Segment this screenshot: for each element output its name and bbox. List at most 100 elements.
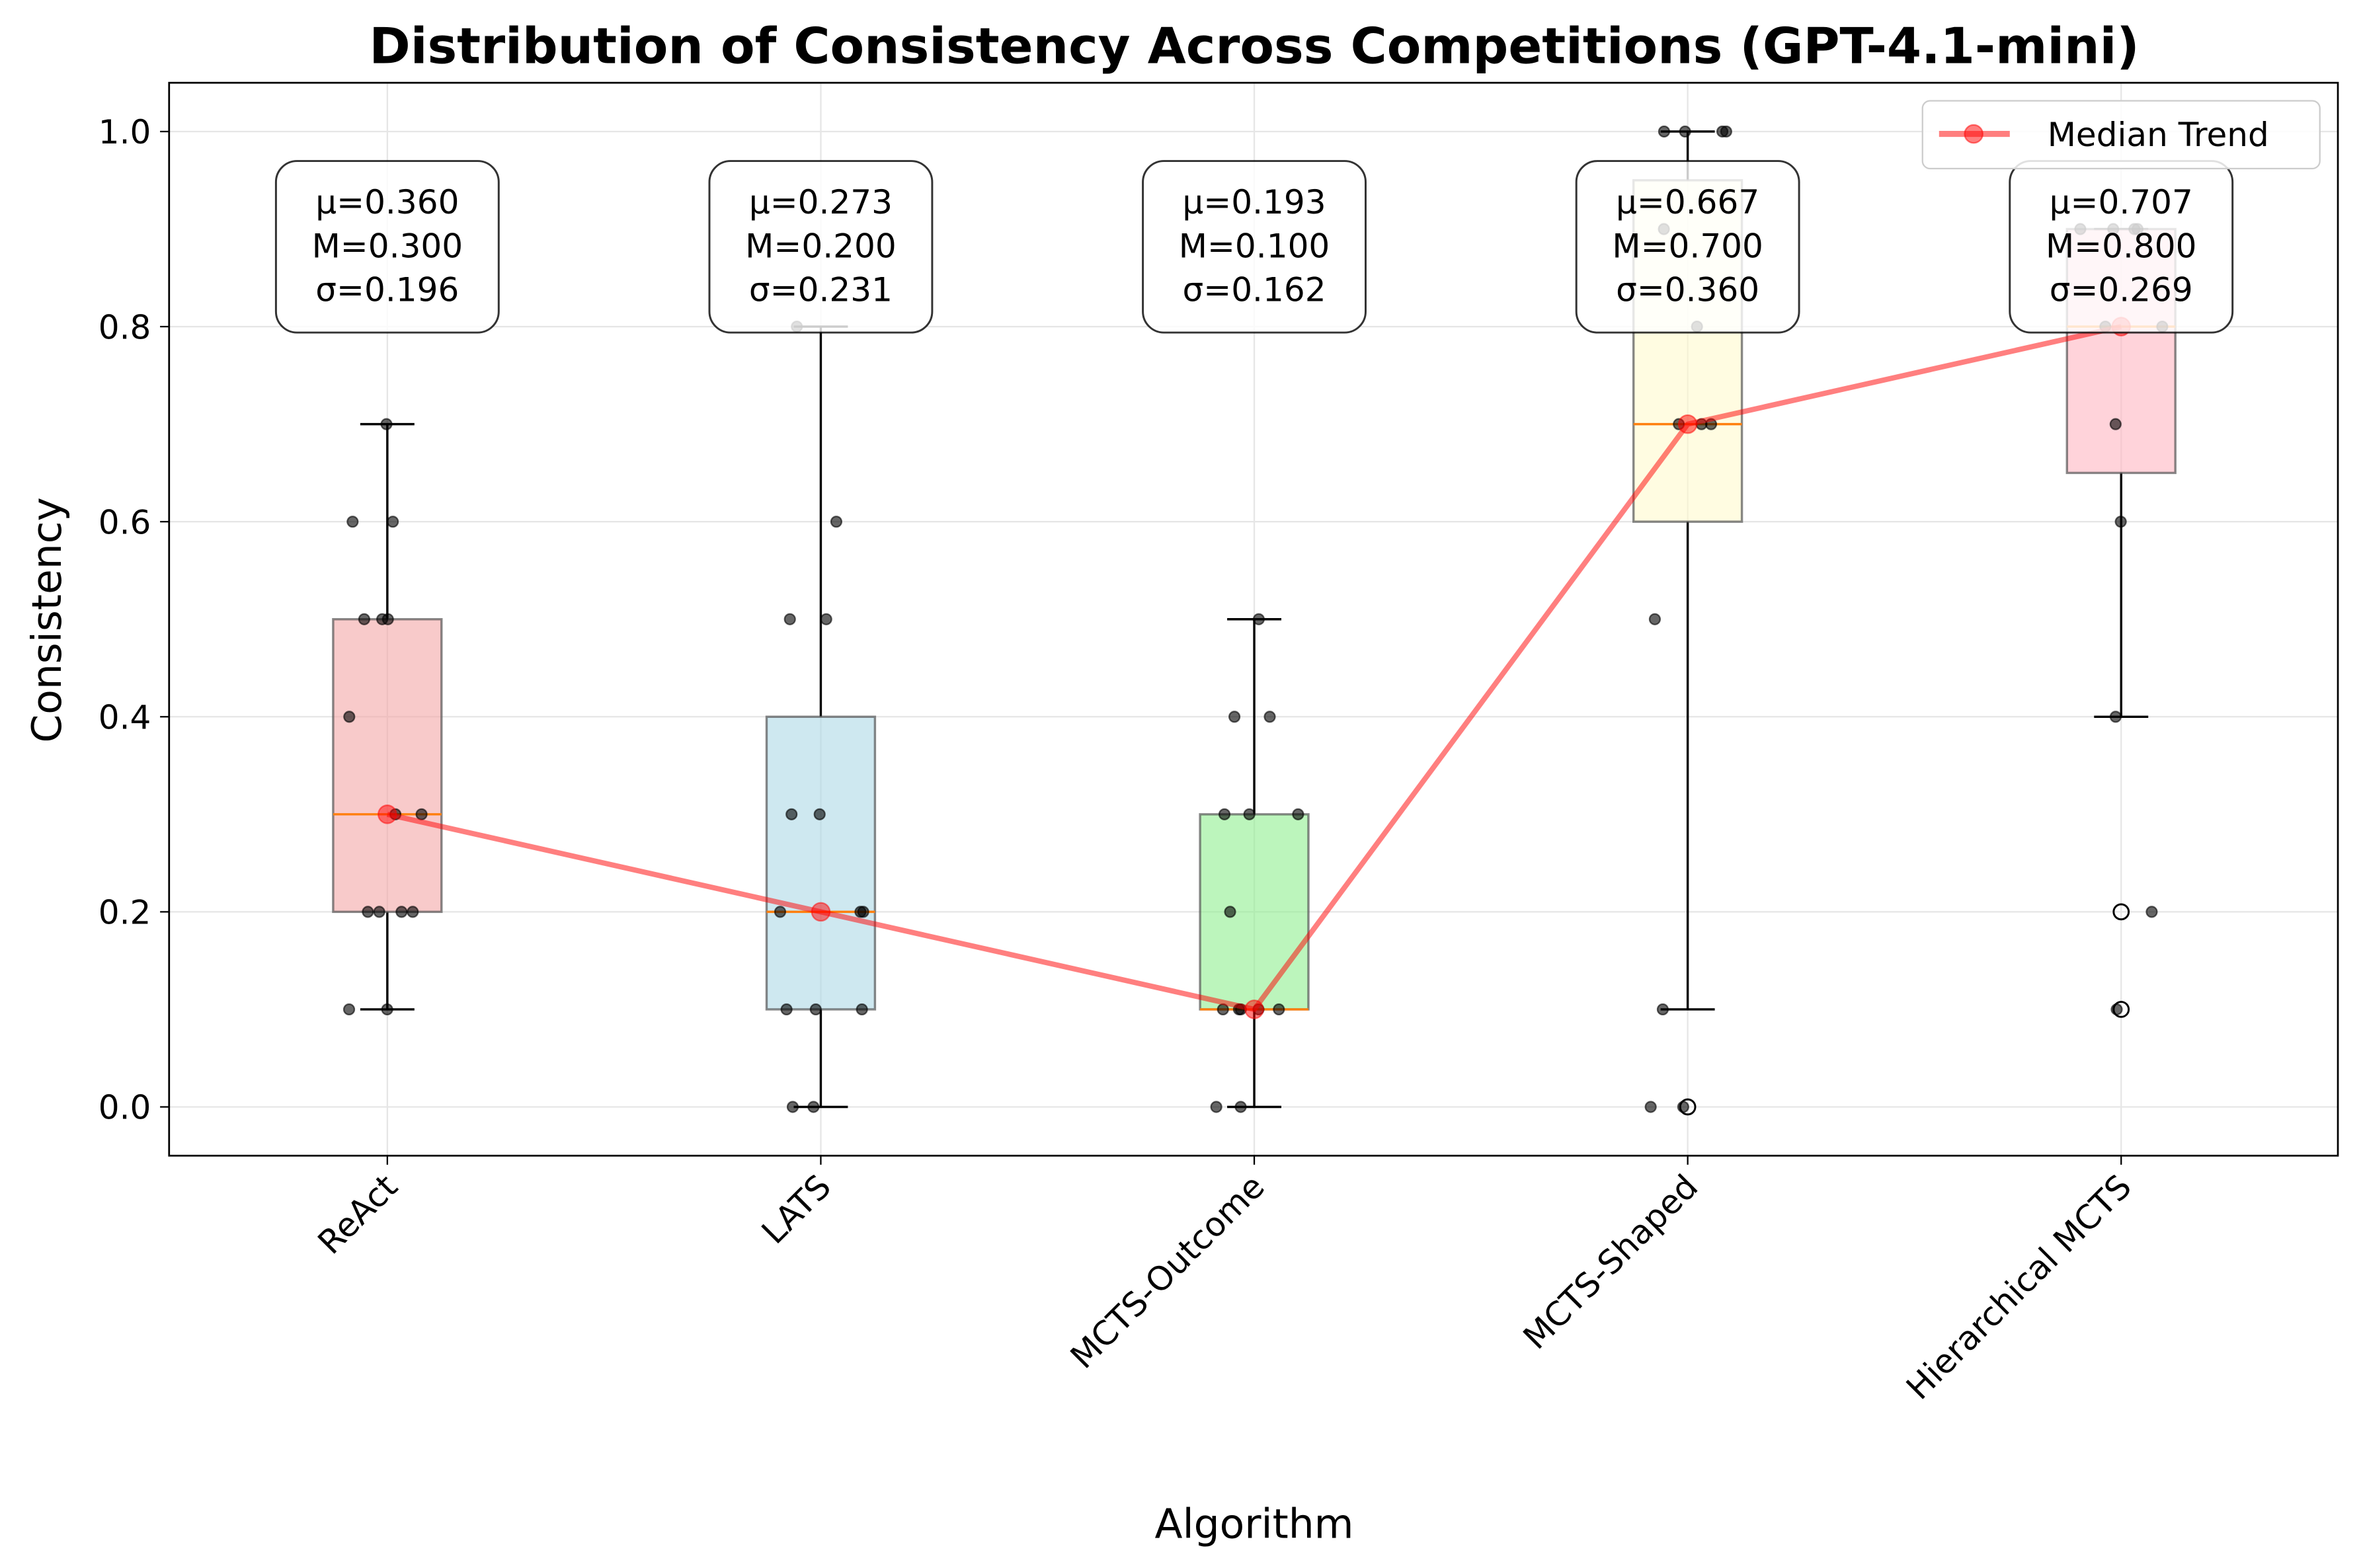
data-point — [1218, 808, 1231, 820]
data-point — [1234, 1101, 1247, 1113]
data-point — [1224, 906, 1236, 918]
data-point — [362, 906, 374, 918]
x-tick-label: MCTS-Shaped — [1516, 1167, 1706, 1357]
box — [1199, 813, 1310, 1011]
stat-box-frame — [708, 160, 934, 334]
data-point — [807, 1101, 820, 1113]
data-point — [820, 613, 832, 625]
stat-box: μ=0.707 M=0.800 σ=0.269 — [2009, 160, 2234, 334]
box — [765, 715, 877, 1011]
stat-std: σ=0.196 — [315, 270, 459, 309]
stat-box: μ=0.360 M=0.300 σ=0.196 — [274, 160, 500, 334]
data-point — [1263, 711, 1276, 723]
flier — [2112, 903, 2130, 921]
data-point — [1243, 808, 1256, 820]
data-point — [1644, 1101, 1657, 1113]
data-point — [1677, 1101, 1689, 1113]
y-tick-label: 1.0 — [99, 113, 151, 151]
data-point — [774, 906, 787, 918]
data-point — [381, 1003, 393, 1016]
data-point — [785, 808, 798, 820]
stat-std: σ=0.360 — [1616, 270, 1759, 309]
stat-std: σ=0.231 — [749, 270, 893, 309]
x-axis-label: Algorithm — [1155, 1501, 1354, 1548]
data-point — [373, 906, 385, 918]
data-point — [415, 808, 428, 820]
stat-box-frame — [274, 160, 500, 334]
data-point — [407, 906, 419, 918]
stat-median: M=0.800 — [2046, 227, 2197, 265]
stat-mean: μ=0.273 — [749, 183, 893, 221]
x-axis: ReAct LATS MCTS-Outcome MCTS-Shaped Hierarch… — [311, 1156, 2139, 1407]
data-point — [1252, 613, 1265, 625]
x-tick-label: MCTS-Outcome — [1063, 1167, 1272, 1376]
y-tick-label: 0.6 — [99, 503, 151, 541]
data-point — [358, 613, 370, 625]
data-point — [381, 613, 394, 625]
median-trend-marker — [1677, 414, 1698, 434]
data-point — [2114, 516, 2127, 528]
y-tick-label: 0.4 — [99, 698, 151, 736]
y-axis-label: Consistency — [24, 497, 71, 743]
data-point — [1273, 1003, 1285, 1016]
data-point — [1658, 125, 1671, 138]
data-point — [387, 516, 399, 528]
stat-box: μ=0.273 M=0.200 σ=0.231 — [708, 160, 934, 334]
data-points — [342, 125, 2169, 1113]
median-trend-marker — [378, 804, 397, 824]
data-point — [780, 1003, 793, 1016]
data-point — [2110, 1003, 2123, 1016]
stat-median: M=0.700 — [1612, 227, 1763, 265]
box — [332, 618, 443, 914]
median-trend-marker — [1244, 1000, 1264, 1019]
x-tick-label: LATS — [754, 1167, 838, 1251]
y-tick-label: 0.2 — [99, 894, 151, 932]
x-tick-label: ReAct — [311, 1167, 405, 1262]
data-point — [857, 906, 869, 918]
data-point — [856, 1003, 868, 1016]
stat-annotations: μ=0.360 M=0.300 σ=0.196 μ=0.273 M=0.200 σ=0.2… — [274, 160, 2234, 334]
data-point — [2109, 711, 2122, 723]
data-point — [1210, 1101, 1222, 1113]
legend-marker — [1964, 124, 1983, 144]
x-tick-label: Hierarchical MCTS — [1899, 1167, 2139, 1407]
stat-std: σ=0.269 — [2050, 270, 2193, 309]
data-point — [2145, 906, 2158, 918]
median-trend — [378, 317, 2132, 1019]
stat-box: μ=0.667 M=0.700 σ=0.360 — [1575, 160, 1800, 334]
stat-mean: μ=0.707 — [2050, 183, 2193, 221]
stat-box: μ=0.193 M=0.100 σ=0.162 — [1142, 160, 1367, 334]
y-axis: 0.0 0.2 0.4 0.6 0.8 1.0 — [99, 113, 169, 1127]
data-point — [343, 711, 356, 723]
stat-box-frame — [1142, 160, 1367, 334]
y-tick-label: 0.0 — [99, 1089, 151, 1127]
stat-box-frame — [1575, 160, 1800, 334]
data-point — [342, 1003, 356, 1016]
data-point — [786, 1101, 799, 1113]
legend-label: Median Trend — [2048, 116, 2269, 154]
chart-title: Distribution of Consistency Across Compe… — [369, 17, 2139, 75]
legend-frame — [1921, 100, 2321, 170]
stat-median: M=0.200 — [745, 227, 897, 265]
median-trend-marker — [811, 902, 831, 922]
data-point — [346, 516, 359, 528]
data-point — [1648, 613, 1661, 625]
data-point — [380, 418, 393, 430]
data-point — [830, 516, 843, 528]
data-point — [2109, 418, 2122, 430]
stat-median: M=0.100 — [1179, 227, 1330, 265]
data-point — [1292, 808, 1304, 820]
stat-mean: μ=0.667 — [1616, 183, 1759, 221]
y-tick-label: 0.8 — [99, 308, 151, 346]
stat-std: σ=0.162 — [1183, 270, 1326, 309]
data-point — [783, 613, 796, 625]
data-point — [1228, 711, 1241, 723]
stat-median: M=0.300 — [312, 227, 463, 265]
data-point — [395, 906, 408, 918]
data-point — [1716, 125, 1729, 138]
data-point — [1656, 1003, 1669, 1016]
legend: Median Trend — [1921, 100, 2321, 170]
data-point — [813, 808, 826, 820]
data-point — [1679, 125, 1691, 138]
